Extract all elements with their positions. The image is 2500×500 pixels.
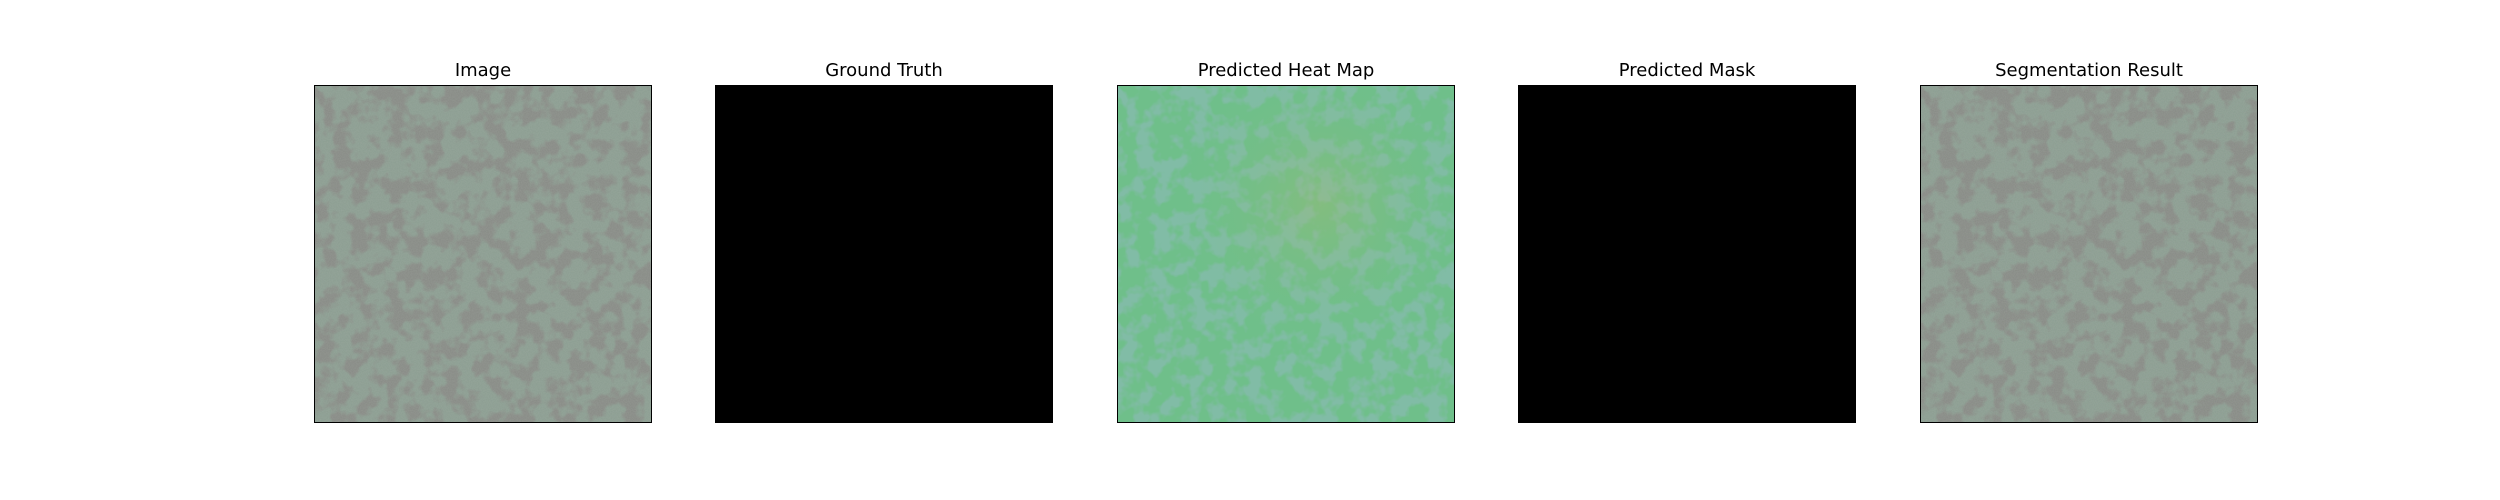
ground-truth-mask bbox=[715, 85, 1053, 423]
segmentation-result-photo bbox=[1920, 85, 2258, 423]
panel-title: Segmentation Result bbox=[1995, 60, 2183, 81]
texture-grain bbox=[315, 86, 651, 422]
panel-heat-map: Predicted Heat Map bbox=[1117, 0, 1455, 500]
heat-glow bbox=[1118, 86, 1454, 422]
texture-grain bbox=[1921, 86, 2257, 422]
texture-photo bbox=[314, 85, 652, 423]
predicted-mask bbox=[1518, 85, 1856, 423]
texture-photo-svg bbox=[315, 86, 651, 422]
panel-ground-truth: Ground Truth bbox=[715, 0, 1053, 500]
panel-title: Predicted Mask bbox=[1618, 60, 1756, 81]
heat-map-overlay bbox=[1117, 85, 1455, 423]
panel-title: Predicted Heat Map bbox=[1197, 60, 1375, 81]
panel-title: Ground Truth bbox=[825, 60, 943, 81]
segmentation-result-svg bbox=[1921, 86, 2257, 422]
panel-predicted-mask: Predicted Mask bbox=[1518, 0, 1856, 500]
panel-image: Image bbox=[314, 0, 652, 500]
panel-title: Image bbox=[454, 60, 512, 81]
panel-segmentation-result: Segmentation Result bbox=[1920, 0, 2258, 500]
heat-map-svg bbox=[1118, 86, 1454, 422]
